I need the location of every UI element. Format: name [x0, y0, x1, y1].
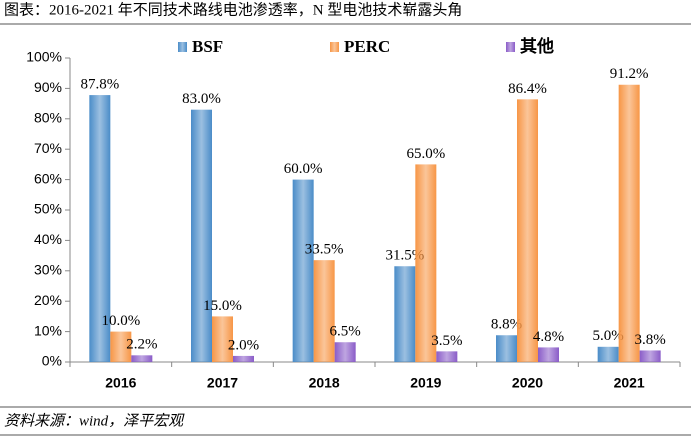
bar: [212, 316, 233, 362]
bar: [618, 84, 640, 362]
data-label: 8.8%: [491, 317, 522, 333]
data-label: 86.4%: [508, 81, 547, 97]
x-tick-label: 2020: [512, 375, 543, 391]
data-label: 33.5%: [305, 242, 344, 258]
y-tick-label: 50%: [34, 201, 62, 217]
y-tick-label: 30%: [34, 262, 62, 278]
bar: [496, 335, 517, 362]
legend-label: PERC: [344, 37, 390, 56]
legend-label: 其他: [520, 36, 554, 56]
x-tick-label: 2016: [105, 375, 136, 391]
source-note: 资料来源：wind，泽平宏观: [4, 412, 185, 429]
bar: [436, 351, 458, 362]
legend-swatch: [178, 42, 187, 52]
bar: [394, 266, 416, 362]
bar: [110, 331, 132, 362]
legend-swatch: [330, 42, 339, 52]
y-tick-label: 100%: [26, 49, 62, 65]
y-tick-label: 20%: [34, 292, 62, 308]
bar: [313, 260, 335, 362]
data-label: 3.5%: [431, 333, 462, 349]
y-tick-label: 10%: [34, 322, 62, 338]
data-label: 91.2%: [610, 66, 649, 82]
data-label: 87.8%: [80, 77, 119, 93]
y-tick-label: 80%: [34, 110, 62, 126]
data-label: 2.2%: [126, 337, 157, 353]
x-tick-label: 2021: [614, 375, 645, 391]
bar: [517, 99, 538, 363]
x-tick-label: 2017: [207, 375, 238, 391]
data-label: 65.0%: [406, 146, 445, 162]
data-label: 4.8%: [533, 329, 564, 345]
data-label: 83.0%: [182, 91, 221, 107]
data-label: 3.8%: [635, 332, 666, 348]
chart-title: 图表：2016-2021 年不同技术路线电池渗透率，N 型电池技术崭露头角: [4, 1, 462, 18]
legend-label: BSF: [192, 37, 223, 56]
bar: [334, 342, 356, 362]
data-label: 31.5%: [385, 248, 424, 264]
bar: [415, 164, 437, 362]
y-tick-label: 40%: [34, 231, 62, 247]
bar: [89, 95, 111, 362]
data-label: 60.0%: [284, 161, 323, 177]
y-tick-label: 60%: [34, 170, 62, 186]
bar: [538, 347, 559, 362]
data-label: 5.0%: [593, 328, 624, 344]
data-label: 10.0%: [101, 313, 140, 329]
data-label: 2.0%: [228, 337, 259, 353]
bar: [131, 355, 153, 362]
bar: [233, 355, 254, 362]
y-tick-label: 0%: [42, 353, 62, 369]
x-tick-label: 2019: [410, 375, 441, 391]
x-tick-label: 2018: [309, 375, 340, 391]
legend-swatch: [506, 42, 515, 52]
bar: [597, 346, 619, 362]
y-tick-label: 90%: [34, 79, 62, 95]
data-label: 6.5%: [330, 324, 361, 340]
y-tick-label: 70%: [34, 140, 62, 156]
bar: [292, 179, 314, 362]
bar: [191, 109, 212, 363]
bar: [639, 350, 661, 362]
data-label: 15.0%: [203, 298, 242, 314]
